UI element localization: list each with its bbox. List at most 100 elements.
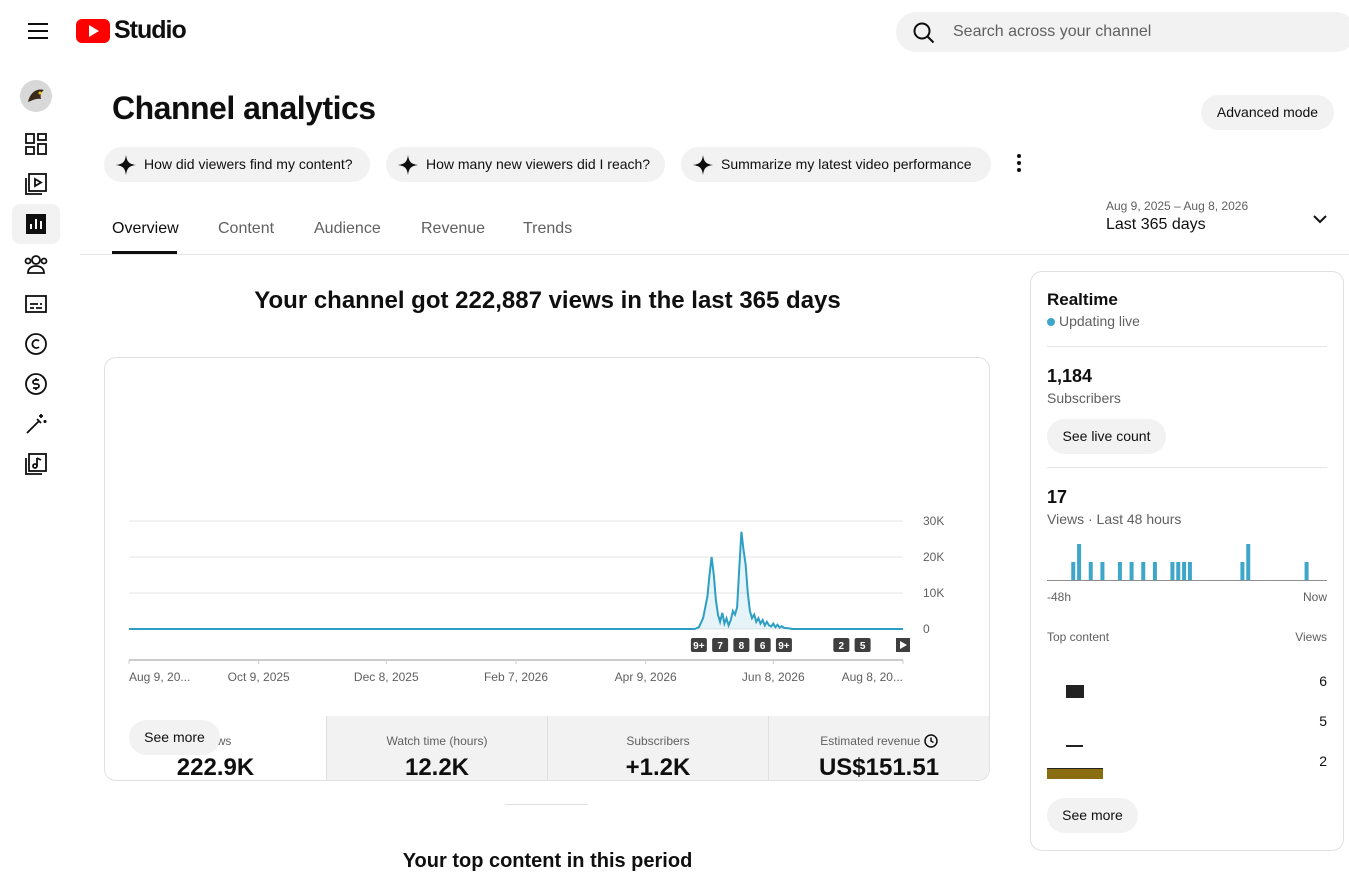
views-label: Views · Last 48 hours [1047, 511, 1182, 527]
tab-active[interactable]: Overview [112, 220, 179, 237]
divider [505, 804, 588, 805]
x-tick-label: Jun 8, 2026 [742, 670, 805, 684]
x-tick-label: -48h [1047, 590, 1071, 604]
bar [1304, 562, 1309, 580]
nav-content[interactable] [24, 172, 48, 196]
tab[interactable]: Revenue [421, 220, 486, 237]
metrics-card: Views222.9K Watch time (hours)12.2K Subs… [104, 357, 990, 781]
bar [1071, 562, 1076, 580]
bar [1088, 562, 1093, 580]
line-area [129, 531, 903, 629]
y-tick-label: 20K [923, 550, 944, 564]
bar [1077, 544, 1082, 580]
nav-dashboard[interactable] [24, 132, 48, 156]
video-marker [690, 638, 707, 652]
bar [1129, 562, 1134, 580]
live-dot [1047, 318, 1055, 326]
nav-audio[interactable] [24, 452, 48, 476]
metric-tab[interactable]: Subscribers +1.2K [547, 716, 768, 781]
more-menu[interactable] [1015, 153, 1023, 173]
tab[interactable]: Trends [523, 220, 573, 237]
video-marker [712, 638, 729, 652]
thumbnail[interactable] [1066, 685, 1084, 698]
bar [1187, 562, 1192, 580]
search-icon [913, 22, 935, 44]
clock-icon [923, 734, 938, 748]
metric-label: Watch time (hours) [386, 734, 488, 748]
video-marker-label: 6 [760, 641, 766, 652]
suggestion-chip[interactable]: Summarize my latest video performance [681, 147, 991, 182]
suggestion-chip[interactable]: How did viewers find my content? [104, 147, 370, 182]
subscriber-label: Subscribers [1047, 390, 1121, 406]
nav-community[interactable] [24, 252, 48, 276]
sparkle-icon [116, 155, 136, 175]
y-tick-label: 0 [923, 622, 930, 636]
bar [1182, 562, 1187, 580]
video-marker-label: 7 [717, 641, 723, 652]
realtime-title: Realtime [1047, 290, 1118, 309]
date-range-chevron[interactable] [1312, 213, 1328, 225]
metric-tab[interactable]: Watch time (hours) 12.2K [326, 716, 547, 781]
y-tick-label: 10K [923, 586, 944, 600]
metric-label-text: Estimated revenue [820, 734, 921, 748]
video-marker-label: 9+ [693, 641, 705, 652]
video-marker [754, 638, 771, 652]
see-live-count-button[interactable]: See live count [1047, 419, 1166, 454]
sparkle-icon [398, 155, 418, 175]
realtime-card [1030, 271, 1344, 851]
date-range-label[interactable]: Last 365 days [1106, 216, 1206, 233]
suggestion-text: How many new viewers did I reach? [426, 156, 651, 172]
metric-value: 12.2K [404, 754, 470, 781]
metric-tab[interactable]: Estimated revenue US$151.51 [768, 716, 989, 780]
suggestion-text: How did viewers find my content? [144, 156, 353, 172]
bar [1246, 544, 1251, 580]
thumbnail[interactable] [1066, 745, 1083, 747]
search-box[interactable]: Search across your channel [896, 12, 1349, 52]
divider [80, 254, 1349, 255]
see-more-button[interactable]: See more [129, 720, 220, 755]
date-range-dates[interactable]: Aug 9, 2025 – Aug 8, 2026 [1106, 199, 1249, 213]
video-marker-label: 8 [739, 641, 745, 652]
metric-value: 222.9K [176, 754, 255, 781]
nav-customize[interactable] [24, 412, 48, 436]
views-count: 17 [1047, 487, 1068, 507]
tab[interactable]: Content [218, 220, 275, 237]
suggestion-chip[interactable]: How many new viewers did I reach? [386, 147, 665, 182]
x-tick-label: Now [1303, 590, 1327, 604]
bar [1152, 562, 1157, 580]
y-tick-label: 30K [923, 514, 944, 528]
see-more-button[interactable]: See more [1047, 798, 1138, 833]
top-content-views: 6 [1319, 673, 1327, 689]
video-marker-label: 2 [839, 641, 845, 652]
bar [1170, 562, 1175, 580]
search-placeholder: Search across your channel [953, 23, 1152, 40]
top-content-views: 5 [1319, 713, 1327, 729]
metric-value: +1.2K [625, 754, 691, 781]
logo-icon[interactable] [76, 19, 110, 43]
avatar[interactable] [20, 80, 52, 112]
x-tick-label: Feb 7, 2026 [484, 670, 548, 684]
thumbnail[interactable] [1047, 768, 1103, 779]
video-marker [833, 638, 850, 652]
tab[interactable]: Audience [314, 220, 381, 237]
play-icon [900, 641, 907, 649]
subscriber-count: 1,184 [1047, 366, 1093, 386]
nav-earn[interactable] [24, 372, 48, 396]
advanced-mode-button[interactable]: Advanced mode [1201, 95, 1334, 130]
top-content-views-header: Views [1295, 630, 1327, 644]
nav-copyright[interactable] [24, 332, 48, 356]
x-tick-label: Oct 9, 2025 [228, 670, 290, 684]
realtime-status: Updating live [1059, 313, 1140, 329]
nav-subtitles[interactable] [24, 292, 48, 316]
line [129, 531, 903, 630]
nav-analytics[interactable] [24, 212, 48, 236]
video-marker-label: 5 [860, 641, 866, 652]
metric-label: Estimated revenue [769, 734, 989, 748]
logo-text[interactable]: Studio [114, 16, 187, 44]
video-marker [775, 638, 792, 652]
sparkle-icon [693, 155, 713, 175]
bar [1240, 562, 1245, 580]
menu-icon[interactable] [28, 22, 48, 40]
